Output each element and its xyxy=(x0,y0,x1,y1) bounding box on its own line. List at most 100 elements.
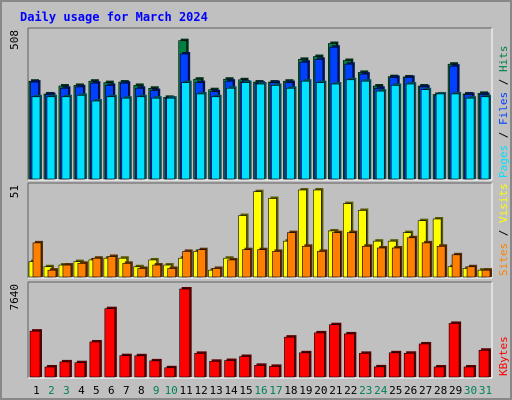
sites-bar xyxy=(466,264,478,278)
pages-bar xyxy=(46,94,57,180)
sites-bar xyxy=(481,268,493,278)
sites-bar xyxy=(242,247,253,278)
x-tick-label: 7 xyxy=(123,384,130,397)
kbytes-bar xyxy=(134,353,147,378)
sites-bar xyxy=(361,244,373,278)
sites-bar xyxy=(332,230,343,278)
x-tick-label: 15 xyxy=(239,384,252,397)
pages-bar xyxy=(480,94,492,180)
kbytes-bar xyxy=(194,351,207,378)
pages-bar xyxy=(450,91,462,180)
chart-title: Daily usage for March 2024 xyxy=(20,10,208,24)
kbytes-bar xyxy=(358,351,372,378)
sites-bar xyxy=(302,244,313,278)
sites-bar xyxy=(436,244,448,278)
x-tick-label: 27 xyxy=(419,384,432,397)
x-tick-label: 10 xyxy=(165,384,178,397)
kbytes-bar xyxy=(269,364,282,378)
x-tick-label: 25 xyxy=(389,384,402,397)
y-max-label: 7640 xyxy=(8,284,21,311)
pages-bar xyxy=(271,83,282,180)
x-tick-label: 14 xyxy=(224,384,238,397)
kbytes-bar xyxy=(344,331,357,378)
sites-bar xyxy=(317,249,328,278)
pages-bar xyxy=(390,83,402,180)
x-tick-label: 31 xyxy=(479,384,492,397)
kbytes-bar xyxy=(74,360,87,378)
sites-bar xyxy=(47,268,58,278)
sites-bar xyxy=(421,240,433,278)
kbytes-bar xyxy=(89,339,102,378)
x-tick-label: 20 xyxy=(314,384,327,397)
sites-bar xyxy=(212,266,223,278)
kbytes-bar xyxy=(104,306,117,378)
pages-bar xyxy=(241,80,252,180)
pages-bar xyxy=(346,77,357,180)
kbytes-bar xyxy=(463,364,477,378)
legend-entry: Visits xyxy=(497,183,510,223)
kbytes-bar xyxy=(179,287,192,378)
legend: Pages / Files / Hits xyxy=(497,46,510,179)
pages-bar xyxy=(375,89,387,180)
sites-bar xyxy=(272,249,283,278)
kbytes-bar xyxy=(418,341,432,378)
pages-bar xyxy=(31,94,42,180)
kbytes-bar xyxy=(373,364,387,378)
pages-bar xyxy=(91,99,102,180)
x-tick-label: 9 xyxy=(153,384,160,397)
x-tick-label: 3 xyxy=(63,384,70,397)
pages-bar xyxy=(76,93,87,180)
pages-bar xyxy=(256,82,267,180)
pages-bar xyxy=(286,86,297,180)
pages-bar xyxy=(420,87,432,180)
panel-1: 508 Pages / Files / Hits xyxy=(8,27,510,181)
x-tick-label: 5 xyxy=(93,384,100,397)
x-tick-label: 11 xyxy=(180,384,193,397)
x-tick-label: 2 xyxy=(48,384,55,397)
kbytes-bar xyxy=(44,364,57,378)
y-max-label: 508 xyxy=(8,30,21,50)
kbytes-bar xyxy=(224,358,237,378)
sites-bar xyxy=(122,261,133,278)
x-tick-label: 28 xyxy=(434,384,447,397)
sites-bar xyxy=(197,247,208,278)
kbytes-bar xyxy=(478,348,492,378)
pages-bar xyxy=(166,96,177,180)
x-tick-label: 16 xyxy=(254,384,267,397)
x-tick-label: 23 xyxy=(359,384,372,397)
x-tick-label: 6 xyxy=(108,384,115,397)
sites-bar xyxy=(167,266,178,278)
sites-bar xyxy=(62,263,73,278)
legend-entry: Files xyxy=(497,92,510,125)
x-tick-label: 1 xyxy=(33,384,40,397)
kbytes-bar xyxy=(59,359,72,378)
pages-bar xyxy=(360,79,372,180)
kbytes-bar xyxy=(209,359,222,378)
kbytes-bar xyxy=(299,350,312,378)
pages-bar xyxy=(226,86,237,180)
pages-bar xyxy=(465,96,477,180)
sites-bar xyxy=(347,230,358,278)
kbytes-bar xyxy=(254,363,267,378)
x-tick-label: 22 xyxy=(344,384,357,397)
pages-bar xyxy=(301,79,312,180)
pages-bar xyxy=(121,96,132,180)
sites-bar xyxy=(92,256,103,278)
sites-bar xyxy=(77,261,88,278)
legend-entry: KBytes xyxy=(497,336,510,376)
x-tick-label: 26 xyxy=(404,384,417,397)
kbytes-bar xyxy=(164,365,177,378)
sites-bar xyxy=(391,246,403,278)
pages-bar xyxy=(136,94,147,180)
x-tick-label: 4 xyxy=(78,384,85,397)
sites-bar xyxy=(182,249,193,278)
sites-bar xyxy=(137,266,148,278)
y-max-label: 51 xyxy=(8,185,21,198)
pages-bar xyxy=(61,94,72,180)
panel-2: 51 Sites / Visits xyxy=(8,182,510,279)
pages-bar xyxy=(106,94,117,180)
sites-bar xyxy=(376,246,388,278)
x-tick-label: 18 xyxy=(284,384,297,397)
pages-bar xyxy=(435,91,447,180)
